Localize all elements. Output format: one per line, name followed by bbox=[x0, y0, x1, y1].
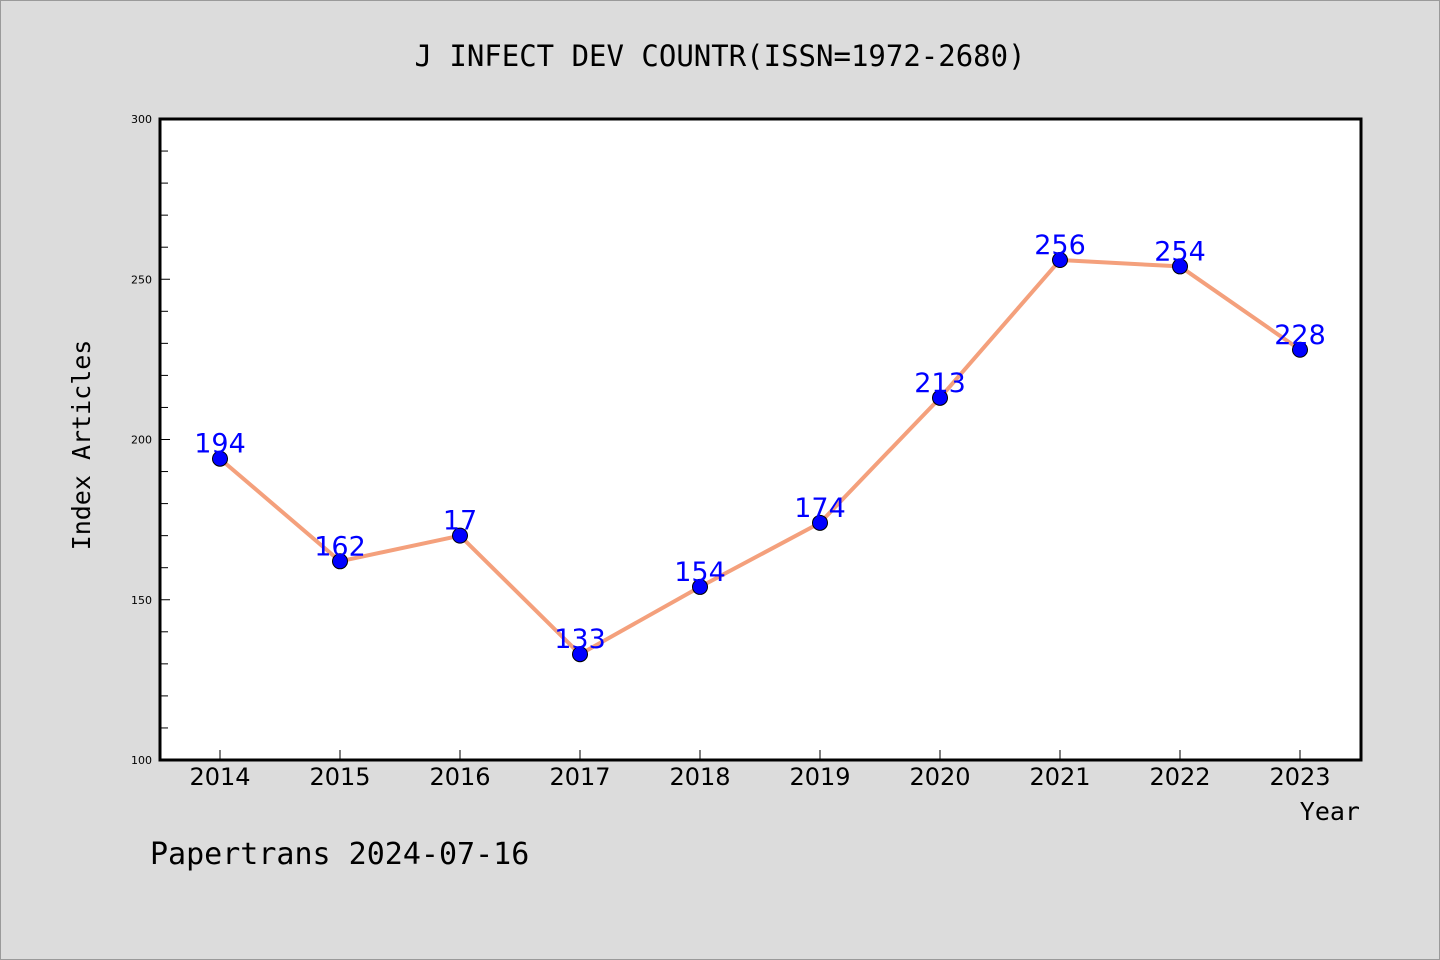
plot-area bbox=[158, 117, 1363, 762]
data-label: 17 bbox=[443, 506, 477, 537]
data-point bbox=[572, 646, 588, 663]
y-tick-label: 150 bbox=[131, 594, 152, 607]
footer-text: Papertrans 2024-07-16 bbox=[150, 837, 529, 872]
x-tick-label: 2018 bbox=[669, 763, 730, 791]
data-point bbox=[932, 389, 948, 406]
data-label: 162 bbox=[314, 531, 366, 562]
data-point bbox=[452, 527, 468, 544]
y-tick-label: 200 bbox=[131, 434, 152, 447]
x-tick-label: 2020 bbox=[909, 763, 970, 791]
x-axis: 2014 2015 2016 2017 2018 2019 2020 2021 2022 2023 bbox=[189, 750, 1331, 791]
data-point bbox=[332, 553, 348, 570]
data-point bbox=[692, 578, 708, 595]
chart-title: J INFECT DEV COUNTR(ISSN=1972-2680) bbox=[414, 39, 1025, 73]
series-line bbox=[218, 258, 1302, 657]
data-label: 228 bbox=[1274, 320, 1326, 351]
data-label: 133 bbox=[554, 624, 606, 655]
x-tick-label: 2021 bbox=[1029, 763, 1090, 791]
y-axis: 100 150 200 250 300 bbox=[131, 113, 170, 767]
x-tick-label: 2015 bbox=[309, 763, 370, 791]
data-label: 213 bbox=[914, 368, 966, 399]
data-point bbox=[1052, 252, 1068, 269]
x-tick-label: 2023 bbox=[1269, 763, 1330, 791]
series-line-group bbox=[218, 258, 1302, 657]
y-axis-title: Index Articles bbox=[67, 340, 96, 551]
data-point bbox=[1172, 258, 1188, 275]
data-label: 194 bbox=[194, 429, 246, 460]
x-axis-title: Year bbox=[1300, 797, 1360, 826]
data-labels: 194 162 17 133 154 174 213 256 254 228 bbox=[194, 230, 1326, 655]
y-tick-label: 250 bbox=[131, 273, 152, 286]
y-tick-label: 300 bbox=[131, 113, 152, 126]
data-markers bbox=[212, 252, 1308, 663]
data-label: 154 bbox=[674, 557, 726, 588]
y-tick-label: 100 bbox=[131, 754, 152, 767]
data-label: 174 bbox=[794, 493, 846, 524]
data-label: 254 bbox=[1154, 236, 1206, 267]
data-label: 256 bbox=[1034, 230, 1086, 261]
data-point bbox=[1292, 341, 1308, 358]
x-tick-label: 2014 bbox=[189, 763, 250, 791]
x-tick-label: 2016 bbox=[429, 763, 490, 791]
x-tick-label: 2019 bbox=[789, 763, 850, 791]
data-point bbox=[212, 450, 228, 467]
data-point bbox=[812, 514, 828, 531]
x-tick-label: 2022 bbox=[1149, 763, 1210, 791]
x-tick-label: 2017 bbox=[549, 763, 610, 791]
